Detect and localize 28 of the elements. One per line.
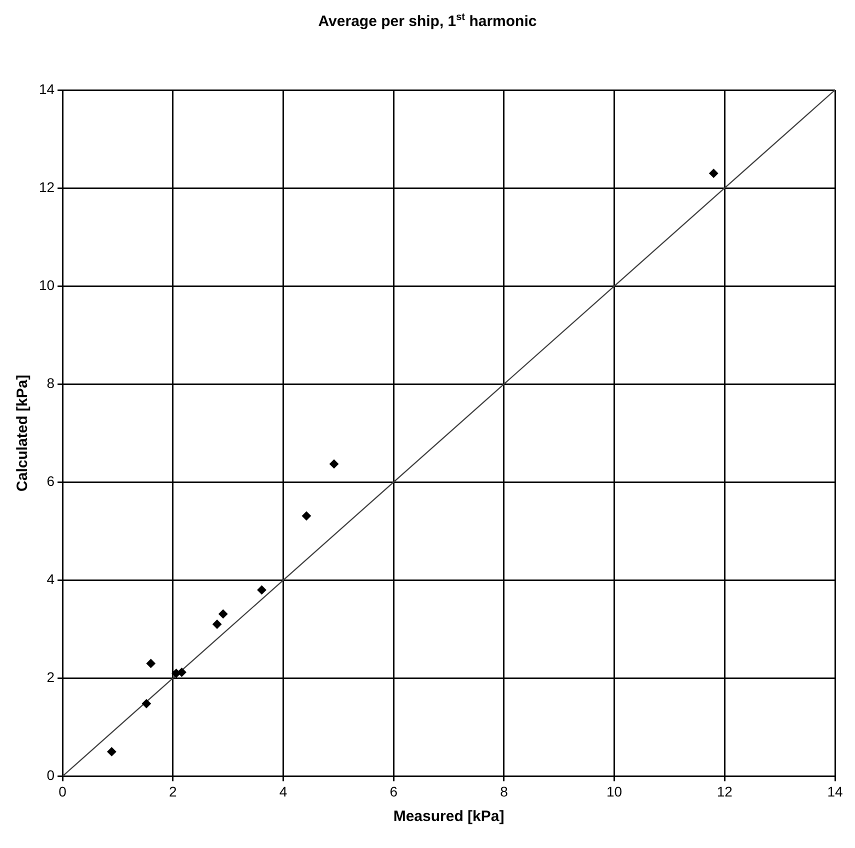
x-tick-label: 10 <box>606 783 622 800</box>
y-tick-label: 12 <box>38 178 55 195</box>
x-axis-title: Measured [kPa] <box>393 808 504 826</box>
x-tick-label: 8 <box>500 783 508 800</box>
x-tick-label: 14 <box>827 783 843 800</box>
y-axis-title: Calculated [kPa] <box>14 374 32 492</box>
x-tick-label: 2 <box>169 783 178 800</box>
x-tick-label: 4 <box>279 783 288 800</box>
point <box>218 609 228 618</box>
point <box>257 585 266 594</box>
chart-title: Average per ship, 1$^{st}$ harmonic <box>317 12 538 30</box>
y-tick-label: 8 <box>46 374 55 391</box>
x-tick-label: 12 <box>716 783 733 800</box>
y-tick-label: 14 <box>38 80 55 97</box>
point <box>212 620 222 629</box>
y-tick-label: 4 <box>46 571 55 587</box>
point <box>330 459 339 468</box>
point <box>709 168 718 178</box>
y-tick-label: 6 <box>46 472 55 489</box>
point <box>146 658 156 668</box>
y-tick-label: 0 <box>46 767 55 784</box>
point <box>107 747 116 756</box>
x-tick-label: 6 <box>390 783 398 800</box>
point <box>142 699 151 708</box>
y-tick-label: 2 <box>46 669 55 686</box>
y-tick-label: 10 <box>38 276 55 293</box>
x-tick-label: 0 <box>58 783 67 800</box>
point <box>302 511 311 520</box>
